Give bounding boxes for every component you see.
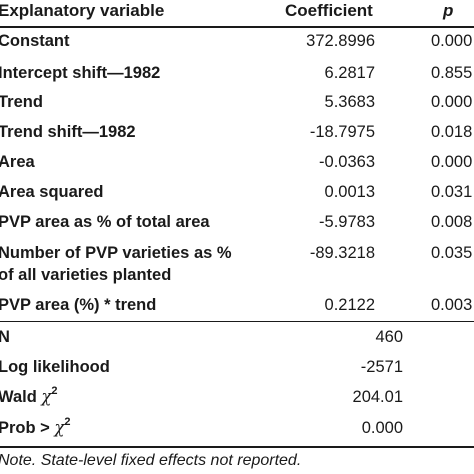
row-label-line1: Number of PVP varieties as % <box>0 244 232 262</box>
stat-value: -2571 <box>360 358 403 376</box>
row-coefficient: -89.3218 <box>309 244 375 262</box>
header-coefficient: Coefficient <box>285 1 373 20</box>
stat-value: 0.000 <box>361 419 403 437</box>
row-p-value: 0.035 <box>431 244 473 262</box>
stat-label: Prob > χ2 <box>0 417 71 439</box>
row-coefficient: -0.0363 <box>319 153 375 171</box>
chi-exponent: 2 <box>51 385 58 397</box>
row-p-value: 0.000 <box>431 153 473 171</box>
row-label: Trend shift—1982 <box>0 123 136 141</box>
row-label: Area <box>0 153 35 171</box>
chi-symbol: χ <box>54 418 65 437</box>
row-p-value: 0.031 <box>431 183 473 201</box>
chi-exponent: 2 <box>64 416 71 428</box>
chi-symbol: χ <box>41 387 52 406</box>
wald-text: Wald <box>0 388 37 406</box>
row-label: Intercept shift—1982 <box>0 64 161 82</box>
row-coefficient: -18.7975 <box>309 123 375 141</box>
bottom-rule <box>0 446 474 448</box>
table-note: Note. State-level fixed effects not repo… <box>0 452 302 469</box>
stat-value: 460 <box>375 328 403 346</box>
row-p-value: 0.000 <box>431 93 473 111</box>
header-rule <box>0 26 474 28</box>
row-coefficient: 0.0013 <box>324 183 375 201</box>
section-rule <box>0 321 474 322</box>
row-p-value: 0.855 <box>431 64 473 82</box>
row-p-value: 0.018 <box>431 123 473 141</box>
row-label: Constant <box>0 32 70 50</box>
row-p-value: 0.008 <box>431 213 473 231</box>
row-label: PVP area (%) * trend <box>0 296 157 314</box>
stat-label: N <box>0 328 10 346</box>
row-label: PVP area as % of total area <box>0 213 210 231</box>
row-label: Trend <box>0 93 43 111</box>
stat-label: Log likelihood <box>0 358 110 376</box>
row-coefficient: -5.9783 <box>319 213 375 231</box>
stat-label: Wald χ2 <box>0 386 58 408</box>
row-p-value: 0.000 <box>431 32 473 50</box>
stat-value: 204.01 <box>352 388 403 406</box>
header-explanatory-variable: Explanatory variable <box>0 1 165 20</box>
row-coefficient: 6.2817 <box>324 64 375 82</box>
row-p-value: 0.003 <box>431 296 473 314</box>
prob-text: Prob > <box>0 419 50 437</box>
row-label-line2: of all varieties planted <box>0 266 172 284</box>
header-p: p <box>443 1 454 20</box>
row-label: Area squared <box>0 183 104 201</box>
row-coefficient: 5.3683 <box>324 93 375 111</box>
row-coefficient: 0.2122 <box>324 296 375 314</box>
row-coefficient: 372.8996 <box>306 32 375 50</box>
